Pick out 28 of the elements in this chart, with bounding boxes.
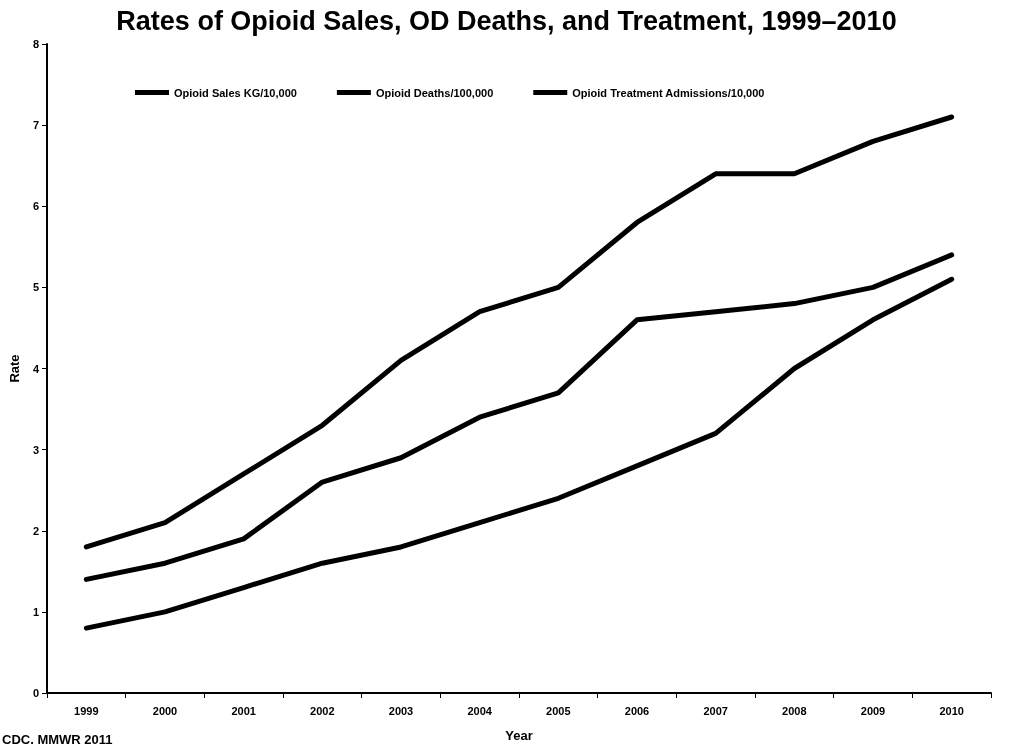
y-tick-label: 1 <box>32 605 39 618</box>
y-tick-label: 3 <box>32 443 39 456</box>
x-tick-label: 2006 <box>624 704 650 717</box>
x-tick-label: 2009 <box>860 704 886 717</box>
legend-label: Opioid Treatment Admissions/10,000 <box>572 86 765 99</box>
y-tick-label: 0 <box>32 687 39 699</box>
y-axis-title: Rate <box>7 354 22 383</box>
legend-label: Opioid Deaths/100,000 <box>375 86 494 99</box>
x-tick-label: 2005 <box>546 704 571 717</box>
x-tick-label: 2001 <box>231 704 256 717</box>
x-tick-label: 2007 <box>703 704 728 717</box>
x-tick-label: 1999 <box>74 704 99 717</box>
y-tick-label: 7 <box>32 119 39 132</box>
y-tick-label: 6 <box>32 200 39 213</box>
x-tick-label: 2002 <box>310 704 335 717</box>
x-axis-title: Year <box>505 728 533 743</box>
legend-label: Opioid Sales KG/10,000 <box>174 86 297 99</box>
x-tick-label: 2010 <box>939 704 964 717</box>
x-tick-label: 2004 <box>467 704 493 717</box>
y-tick-label: 4 <box>32 362 40 375</box>
chart-title: Rates of Opioid Sales, OD Deaths, and Treatment, 1999–2010 <box>116 5 897 36</box>
x-tick-label: 2008 <box>782 704 807 717</box>
y-tick-label: 5 <box>32 281 39 294</box>
x-tick-label: 2000 <box>152 704 178 717</box>
y-tick-label: 8 <box>32 38 39 50</box>
y-tick-label: 2 <box>32 524 39 537</box>
text: CDC. MMWR 2011 <box>2 732 113 747</box>
x-tick-label: 2003 <box>388 704 414 717</box>
